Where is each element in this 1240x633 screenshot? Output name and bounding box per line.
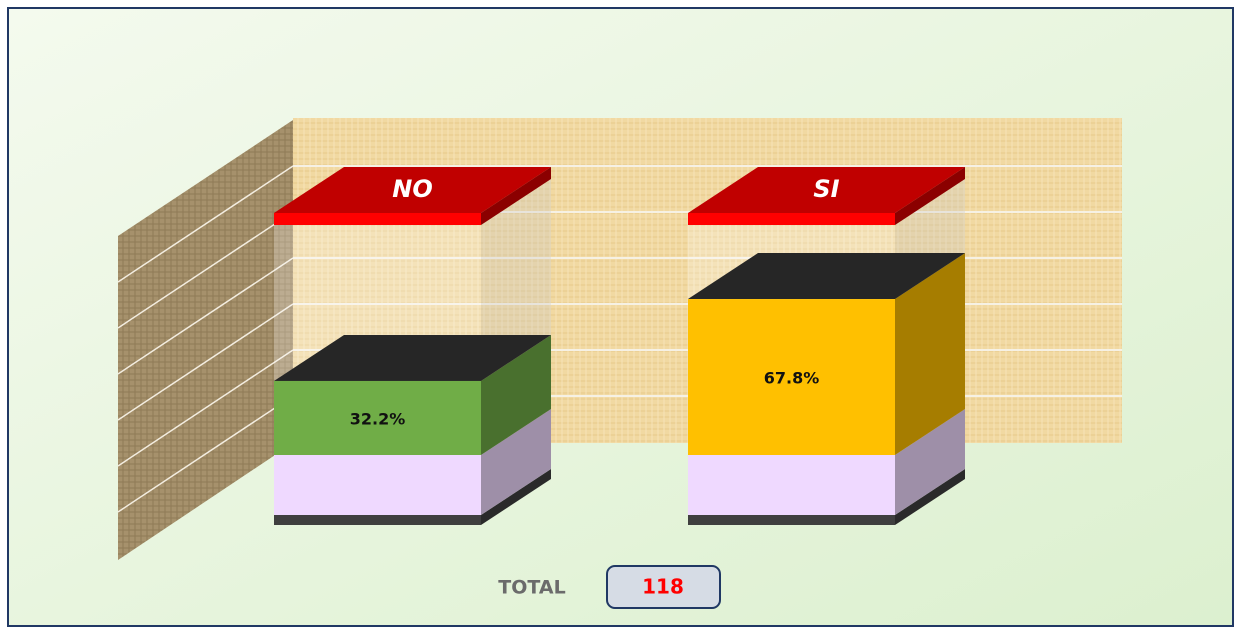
side-wall-lines (117, 165, 294, 513)
base-shadow-side (895, 469, 965, 525)
bar-top (688, 253, 965, 300)
bar-side (481, 334, 551, 455)
bar-side (895, 253, 965, 455)
bar-top (274, 334, 551, 381)
cap-side (481, 167, 551, 225)
side-wall (118, 120, 293, 560)
value-label: 67.8% (764, 369, 820, 388)
total-box (606, 565, 721, 609)
cap-top (274, 167, 551, 213)
total-label: TOTAL (498, 577, 565, 599)
base (688, 455, 895, 515)
base (274, 455, 481, 515)
category-label: SI (813, 175, 839, 203)
base-shadow-side (481, 469, 551, 525)
base-shadow (688, 515, 895, 525)
bar (274, 380, 481, 455)
base-side (481, 409, 551, 515)
value-label: 32.2% (350, 409, 406, 428)
total-value: 118 (642, 575, 684, 599)
base-side (895, 409, 965, 515)
bar (688, 299, 895, 455)
cap-top (688, 167, 965, 213)
base-shadow (274, 515, 481, 525)
cap-front (688, 213, 895, 225)
cap-front (274, 213, 481, 225)
category-label: NO (392, 175, 433, 203)
bars: 32.2% NO 67.8% SI (274, 167, 965, 525)
cap-side (895, 167, 965, 225)
